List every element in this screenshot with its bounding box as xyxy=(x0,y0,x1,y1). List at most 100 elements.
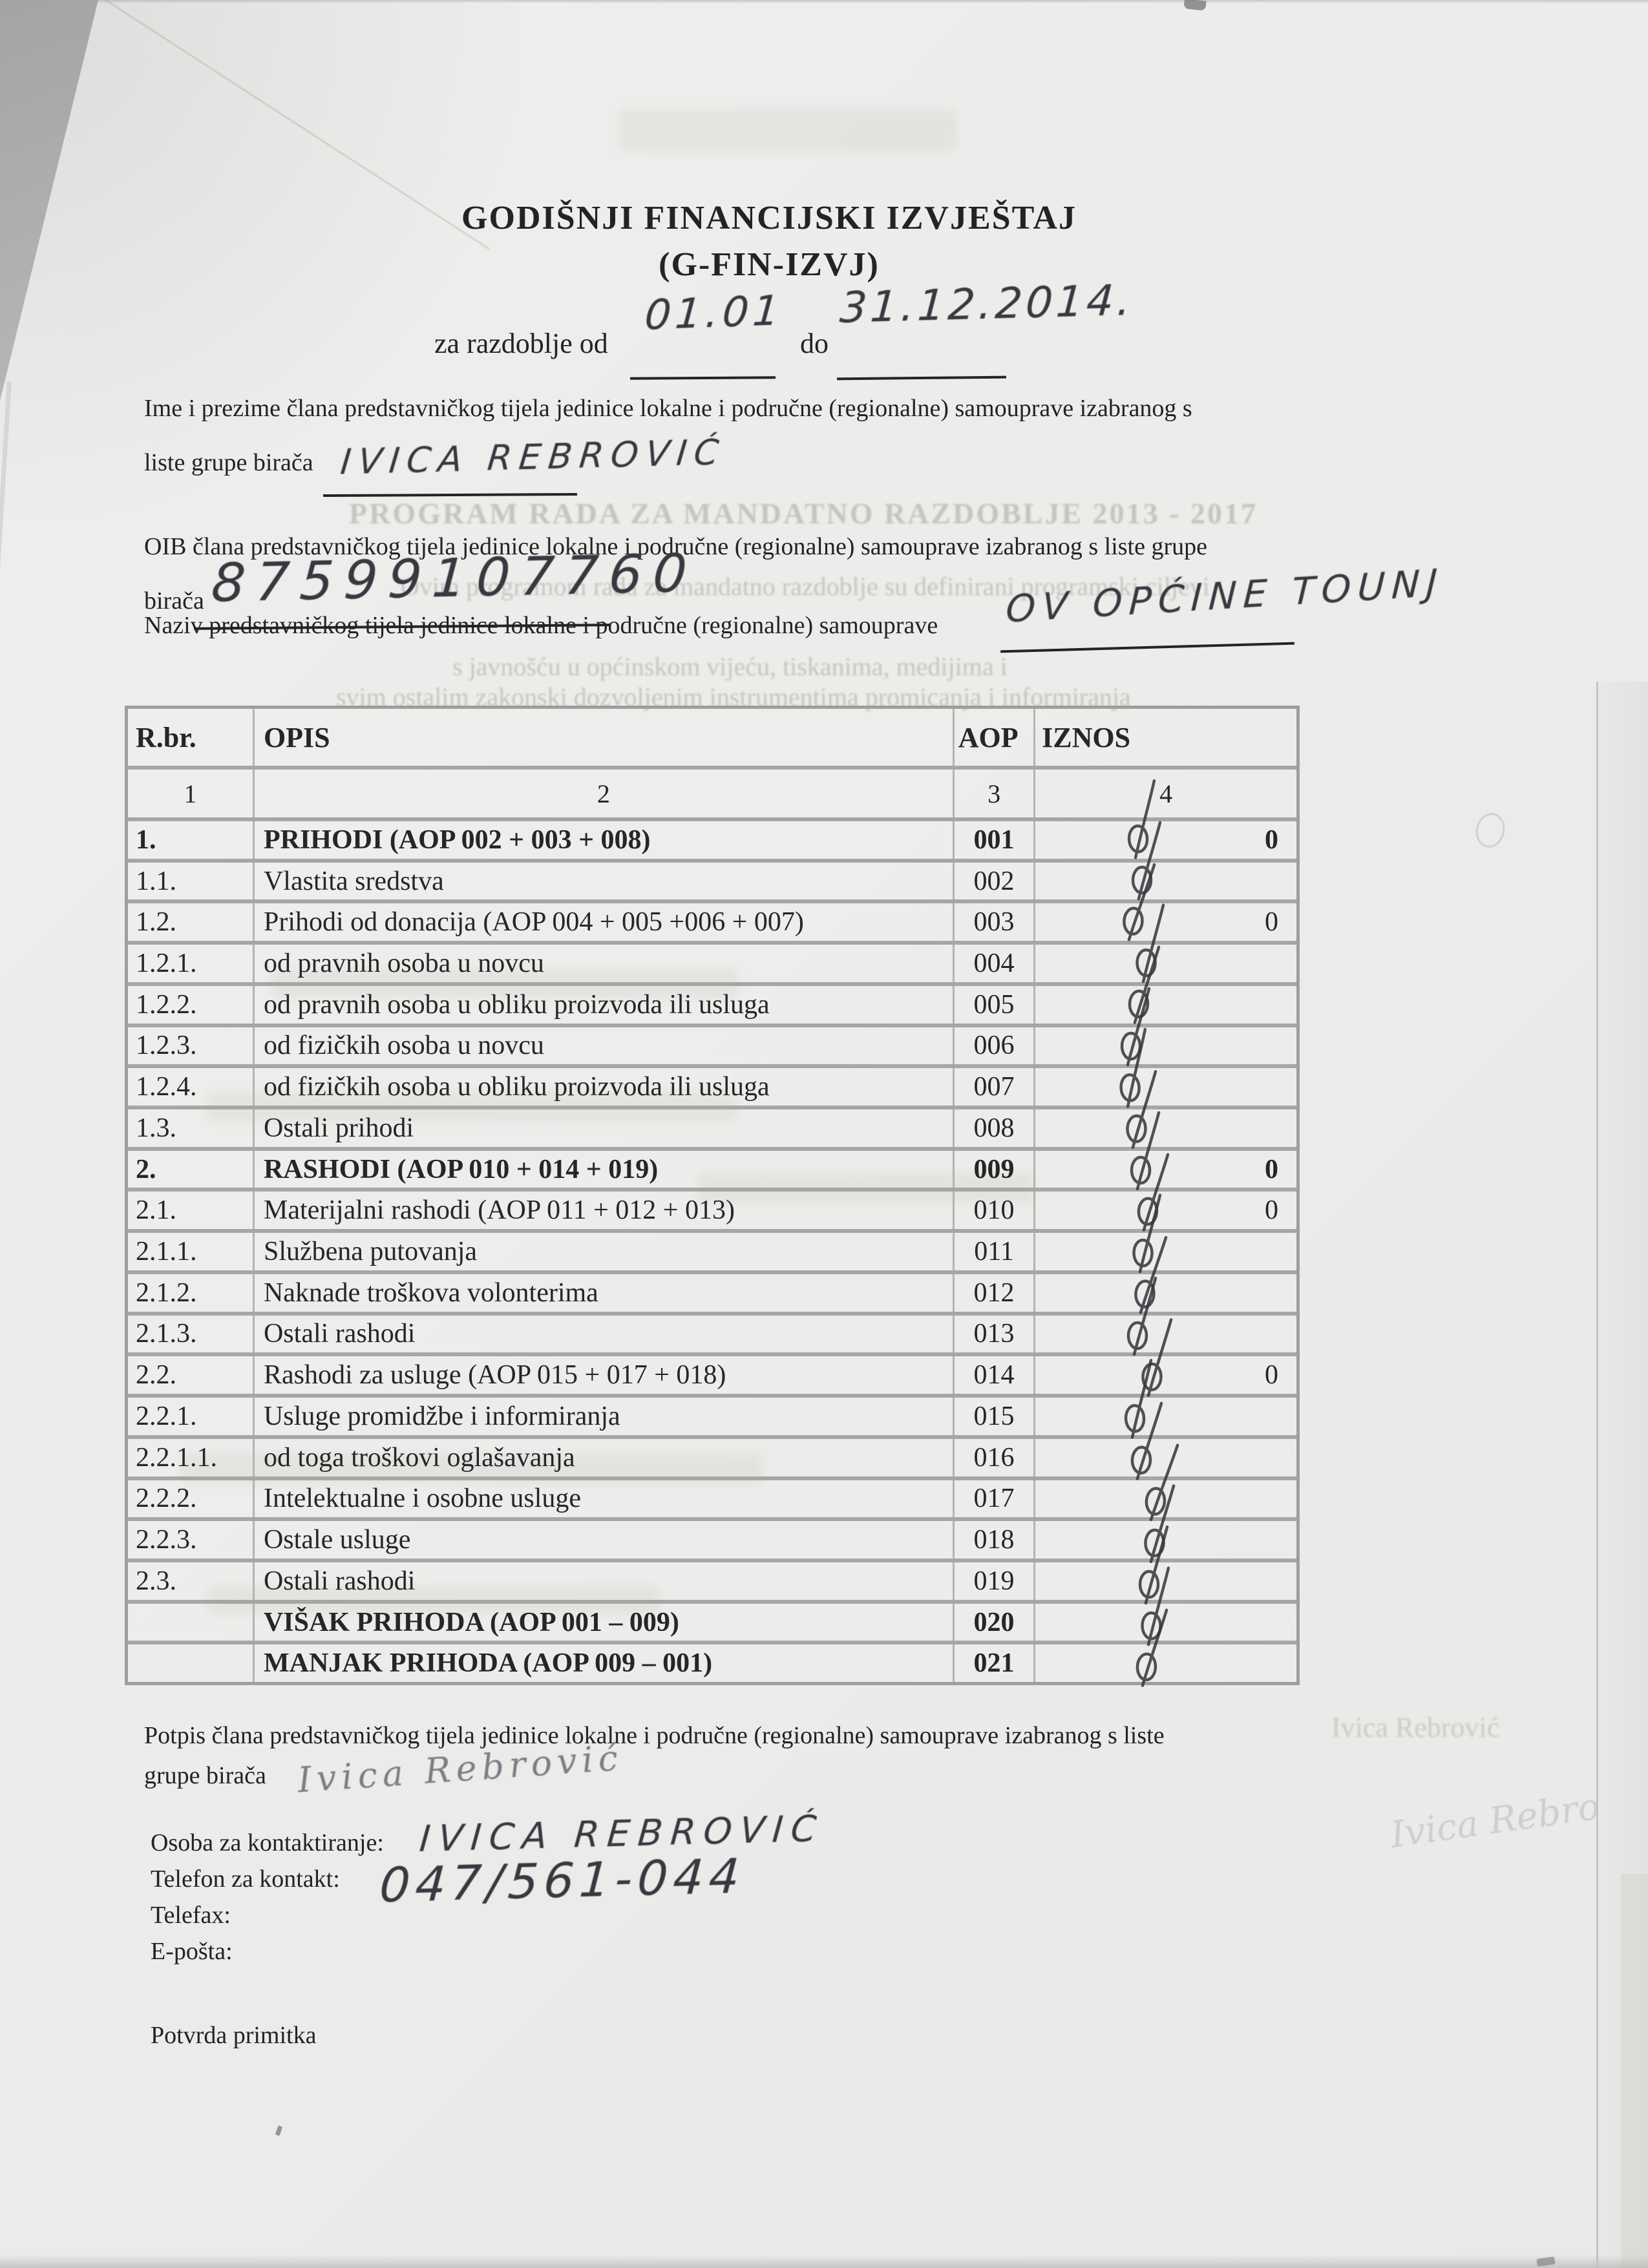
cell-opis: Materijalni rashodi (AOP 011 + 012 + 013… xyxy=(252,1192,953,1230)
cell-opis: od fizičkih osoba u obliku proizvoda ili… xyxy=(252,1068,953,1106)
cell-opis: RASHODI (AOP 010 + 014 + 019) xyxy=(252,1150,953,1188)
cell-iznos xyxy=(1033,1480,1296,1518)
potpis-line1: Potpis člana predstavničkog tijela jedin… xyxy=(144,1722,1165,1749)
cell-aop: 019 xyxy=(952,1562,1033,1600)
period-to-handwritten: 31.12.2014. xyxy=(838,275,1136,333)
table-row: 1.3. Ostali prihodi 008 xyxy=(128,1106,1296,1147)
scan-speck xyxy=(275,2125,283,2136)
table-colnumber-row: 1 2 3 4 xyxy=(128,766,1296,817)
cell-iznos: 0 xyxy=(1033,1150,1296,1188)
colnum-3: 3 xyxy=(952,770,1033,817)
table-row: 1.2.4. od fizičkih osoba u obliku proizvo… xyxy=(128,1064,1296,1106)
colnum-2: 2 xyxy=(252,770,953,817)
cell-opis: Prihodi od donacija (AOP 004 + 005 +006 … xyxy=(252,903,953,941)
cell-aop: 012 xyxy=(952,1274,1033,1312)
cell-iznos xyxy=(1033,1027,1296,1065)
cell-aop: 002 xyxy=(952,862,1033,900)
cell-aop: 008 xyxy=(952,1109,1033,1147)
cell-iznos: 0 xyxy=(1033,1356,1296,1394)
table-row: 2.2.3. Ostale usluge 018 xyxy=(128,1517,1296,1559)
table-row: 2.2.1.1. od toga troškovi oglašavanja 016 xyxy=(128,1434,1296,1476)
cell-aop: 004 xyxy=(952,945,1033,982)
cell-opis: Usluge promidžbe i informiranja xyxy=(252,1398,953,1435)
ghost-name-print: Ivica Rebrović xyxy=(1331,1712,1500,1743)
cell-opis: VIŠAK PRIHODA (AOP 001 – 009) xyxy=(252,1603,953,1641)
cell-opis: Vlastita sredstva xyxy=(252,862,953,900)
cell-rbr: 1.2.2. xyxy=(136,989,197,1020)
table-row: 1.2.2. od pravnih osoba u obliku proizvod… xyxy=(128,982,1296,1024)
cell-rbr: 1.2. xyxy=(136,907,176,938)
period-prefix-label: za razdoblje od xyxy=(434,328,608,359)
cell-iznos xyxy=(1033,1109,1296,1147)
document-title: GODIŠNJI FINANCIJSKI IZVJEŠTAJ xyxy=(461,200,1077,236)
cell-aop: 007 xyxy=(952,1068,1033,1106)
cell-rbr: 2.1.2. xyxy=(136,1277,197,1308)
member-oib-line2: birača xyxy=(144,587,204,614)
cell-iznos xyxy=(1033,985,1296,1024)
scan-shadow xyxy=(0,0,582,582)
cell-rbr xyxy=(128,1644,253,1682)
cell-opis: MANJAK PRIHODA (AOP 009 – 001) xyxy=(252,1644,953,1683)
cell-iznos: 0 xyxy=(1033,1192,1296,1230)
cell-aop: 003 xyxy=(952,903,1033,941)
cell-rbr: 1.2.4. xyxy=(136,1072,197,1102)
table-header-row: R.br. OPIS AOP IZNOS xyxy=(128,709,1296,766)
table-row: 2.1. Materijalni rashodi (AOP 011 + 012 +… xyxy=(128,1188,1296,1230)
cell-iznos xyxy=(1033,1521,1296,1559)
cell-aop: 016 xyxy=(952,1438,1033,1476)
cell-aop: 011 xyxy=(952,1233,1033,1270)
paper-edge-right xyxy=(1596,682,1598,2268)
ghost-bleedthrough-line: Ovim programom rada za mandatno razdoblj… xyxy=(401,572,1210,601)
cell-iznos xyxy=(1033,1562,1296,1600)
report-table-body: R.br. OPIS AOP IZNOS 1 2 3 4 1. PRIHODI (… xyxy=(125,706,1300,1685)
cell-rbr: 2.3. xyxy=(136,1566,176,1596)
cell-rbr: 2.2. xyxy=(136,1360,176,1391)
financial-table: R.br. OPIS AOP IZNOS 1 2 3 4 1. PRIHODI (… xyxy=(125,706,1300,1687)
cell-opis: PRIHODI (AOP 002 + 003 + 008) xyxy=(252,821,953,859)
cell-opis: Rashodi za usluge (AOP 015 + 017 + 018) xyxy=(252,1356,953,1394)
cell-aop: 006 xyxy=(952,1027,1033,1065)
table-row: 1.2. Prihodi od donacija (AOP 004 + 005 +… xyxy=(128,899,1296,941)
cell-aop: 009 xyxy=(952,1150,1033,1188)
bleedthrough-artifact xyxy=(620,110,956,151)
cell-iznos xyxy=(1033,1438,1296,1476)
cell-opis: od pravnih osoba u obliku proizvoda ili … xyxy=(252,985,953,1024)
pencil-circle-ghost xyxy=(1472,810,1508,851)
contact-fax-label: Telefax: xyxy=(151,1902,231,1929)
cell-opis: Ostali rashodi xyxy=(252,1315,953,1353)
underlying-sheet-shade xyxy=(1621,1874,1648,2268)
period-from-underline xyxy=(629,376,776,380)
header-aop: AOP xyxy=(952,709,1033,766)
header-opis: OPIS xyxy=(252,709,953,766)
receipt-label: Potvrda primitka xyxy=(151,2022,317,2049)
cell-rbr: 1. xyxy=(136,824,156,855)
colnum-4: 4 xyxy=(1033,770,1296,817)
contact-person-label: Osoba za kontaktiranje: xyxy=(151,1829,384,1856)
table-row: VIŠAK PRIHODA (AOP 001 – 009) 020 xyxy=(128,1599,1296,1641)
cell-rbr: 2.1.3. xyxy=(136,1319,197,1349)
cell-iznos xyxy=(1033,945,1296,982)
cell-iznos xyxy=(1033,1644,1296,1683)
cell-opis: Intelektualne i osobne usluge xyxy=(252,1480,953,1518)
cell-rbr: 1.3. xyxy=(136,1113,176,1143)
cell-iznos xyxy=(1033,862,1296,900)
naziv-line: Naziv predstavničkog tijela jedinice lok… xyxy=(144,612,938,639)
member-name-line2: liste grupe birača xyxy=(144,448,313,477)
period-do-label: do xyxy=(800,328,829,359)
member-name-line1: Ime i prezime člana predstavničkog tijel… xyxy=(144,395,1192,422)
cell-iznos xyxy=(1033,1398,1296,1435)
cell-opis: Službena putovanja xyxy=(252,1233,953,1270)
cell-aop: 018 xyxy=(952,1521,1033,1559)
cell-rbr: 2.1.1. xyxy=(136,1237,197,1267)
ghost-bleedthrough-line: PROGRAM RADA ZA MANDATNO RAZDOBLJE 2013 … xyxy=(349,497,1258,530)
cell-aop: 021 xyxy=(952,1644,1033,1683)
cell-rbr: 2.2.2. xyxy=(136,1484,197,1514)
cell-iznos xyxy=(1033,1603,1296,1641)
cell-aop: 010 xyxy=(952,1192,1033,1230)
cell-rbr: 2.2.1.1. xyxy=(136,1442,217,1473)
header-iznos: IZNOS xyxy=(1033,709,1296,766)
cell-rbr: 1.2.3. xyxy=(136,1031,197,1061)
cell-iznos: 0 xyxy=(1033,821,1296,859)
